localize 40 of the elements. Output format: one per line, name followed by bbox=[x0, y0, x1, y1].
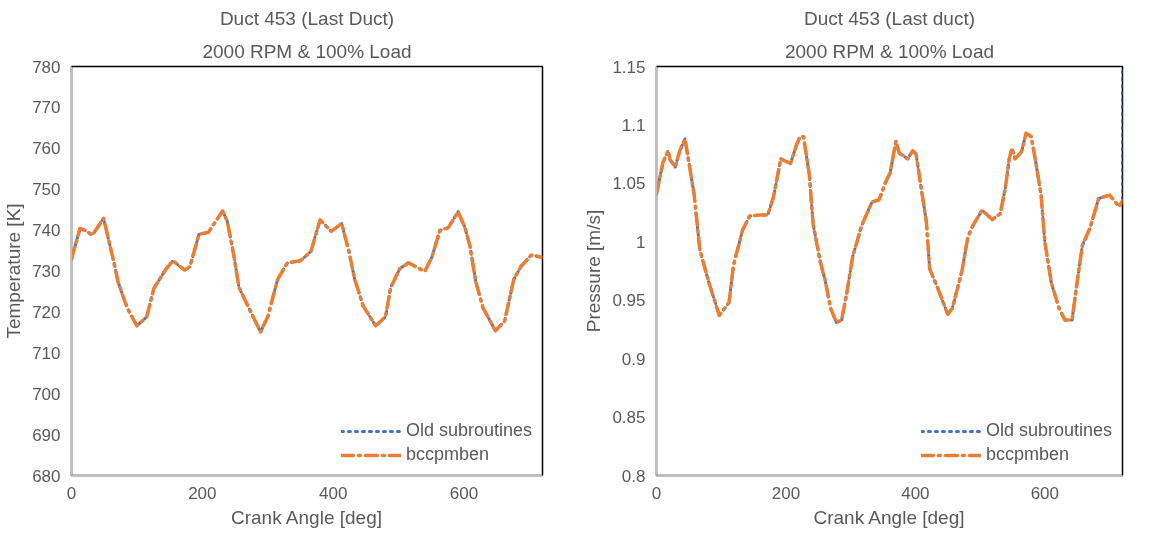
x-tick-label: 200 bbox=[188, 483, 217, 503]
y-tick-label: 1.05 bbox=[612, 174, 646, 194]
y-tick-label: 750 bbox=[32, 180, 61, 200]
y-tick-label: 710 bbox=[32, 343, 61, 363]
x-tick-label: 0 bbox=[651, 483, 662, 503]
line-series bbox=[656, 131, 1123, 325]
legend-label: bccpmben bbox=[405, 444, 489, 465]
legend-label: bccpmben bbox=[985, 444, 1069, 465]
legend-label: Old subroutines bbox=[405, 420, 532, 441]
y-tick-label: 0.8 bbox=[621, 466, 646, 486]
y-tick-label: 1.15 bbox=[612, 57, 646, 77]
chart-title: Duct 453 (Last duct) bbox=[803, 7, 976, 29]
chart-title: Duct 453 (Last Duct) bbox=[219, 7, 395, 29]
y-tick-label: 680 bbox=[32, 466, 61, 486]
legend-label: Old subroutines bbox=[985, 420, 1112, 441]
y-axis-title: Pressure [m/s] bbox=[583, 209, 605, 333]
x-tick-label: 600 bbox=[1030, 483, 1060, 503]
y-tick-label: 700 bbox=[32, 384, 61, 404]
x-axis-title: Crank Angle [deg] bbox=[813, 506, 965, 528]
y-tick-label: 730 bbox=[32, 262, 61, 281]
x-tick-label: 0 bbox=[66, 483, 77, 503]
x-tick-label: 200 bbox=[771, 483, 801, 503]
y-tick-label: 690 bbox=[32, 425, 61, 445]
y-tick-label: 0.85 bbox=[612, 408, 646, 428]
y-tick-label: 1.1 bbox=[621, 115, 646, 135]
y-tick-label: 770 bbox=[32, 98, 61, 118]
x-tick-label: 400 bbox=[318, 483, 348, 503]
y-tick-label: 760 bbox=[32, 139, 61, 159]
x-tick-label: 400 bbox=[901, 483, 930, 503]
y-axis-title: Temperature [K] bbox=[3, 203, 25, 339]
x-tick-label: 600 bbox=[449, 483, 479, 503]
y-tick-label: 1 bbox=[636, 232, 646, 252]
chart-subtitle: 2000 RPM & 100% Load bbox=[784, 40, 995, 62]
y-tick-label: 0.9 bbox=[621, 349, 646, 369]
x-axis-title: Crank Angle [deg] bbox=[230, 506, 382, 528]
y-tick-label: 780 bbox=[32, 57, 61, 77]
chart-subtitle: 2000 RPM & 100% Load bbox=[202, 40, 412, 62]
y-tick-label: 720 bbox=[32, 302, 61, 322]
y-tick-label: 0.95 bbox=[612, 291, 646, 311]
y-tick-label: 740 bbox=[32, 221, 61, 241]
